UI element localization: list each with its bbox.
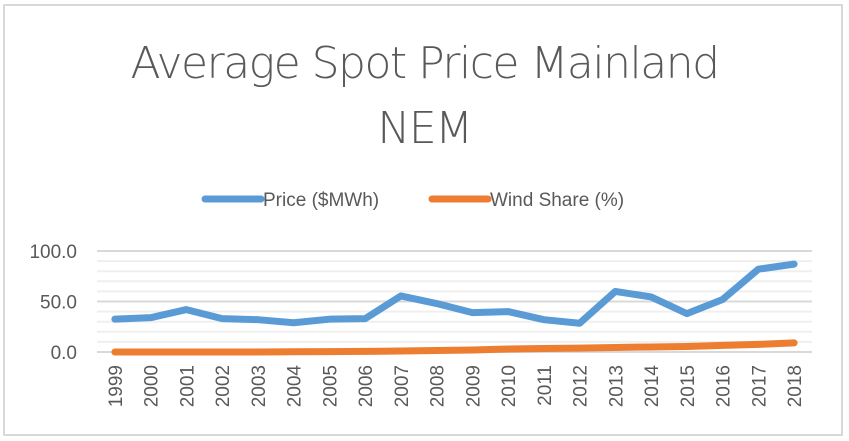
y-axis-ticks: 0.0 50.0 100.0 — [29, 242, 77, 364]
x-tick-label: 2001 — [177, 365, 198, 407]
x-tick-label: 2012 — [571, 365, 592, 407]
x-tick-label: 2018 — [785, 365, 806, 407]
x-tick-label: 2015 — [678, 365, 699, 407]
gridlines — [97, 250, 812, 353]
chart-title-line-1: Average Spot Price Mainland — [130, 38, 720, 89]
x-tick-label: 2009 — [463, 365, 484, 407]
chart-title-line-2: NEM — [377, 103, 473, 154]
x-tick-label: 2006 — [356, 365, 377, 407]
x-tick-label: 2017 — [749, 365, 770, 407]
x-tick-label: 2002 — [213, 365, 234, 407]
x-tick-label: 2007 — [392, 365, 413, 407]
series-lines — [111, 260, 798, 356]
x-tick-label: 1999 — [106, 365, 127, 407]
y-tick-label: 100.0 — [29, 242, 77, 263]
legend-label: Wind Share (%) — [490, 190, 624, 211]
x-tick-label: 2013 — [606, 365, 627, 407]
x-tick-label: 2005 — [320, 365, 341, 407]
x-tick-label: 2003 — [249, 365, 270, 407]
legend-label: Price ($MWh) — [263, 190, 379, 211]
series-line-price — [111, 260, 798, 327]
x-tick-label: 2010 — [499, 365, 520, 407]
y-tick-label: 0.0 — [51, 343, 77, 364]
x-axis-ticks: 1999 2000 2001 2002 2003 2004 2005 2006 2007 2008… — [106, 365, 806, 408]
series-line-wind-share — [111, 339, 798, 356]
x-tick-label: 2000 — [142, 365, 163, 407]
x-tick-label: 2016 — [714, 365, 735, 407]
x-tick-label: 2004 — [285, 365, 306, 408]
y-tick-label: 50.0 — [40, 293, 77, 314]
legend: Price ($MWh) Wind Share (%) — [201, 190, 624, 211]
x-tick-label: 2008 — [428, 365, 449, 407]
x-tick-label: 2014 — [642, 365, 663, 408]
x-tick-label: 2011 — [535, 365, 556, 406]
chart-frame — [3, 4, 843, 436]
